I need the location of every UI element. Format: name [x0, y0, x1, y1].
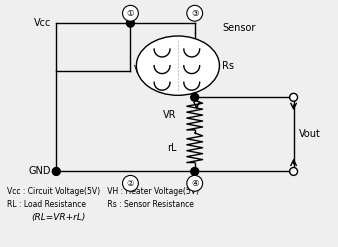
- Circle shape: [52, 167, 60, 175]
- Text: Sensor: Sensor: [222, 23, 256, 33]
- Text: ②: ②: [127, 179, 134, 188]
- Text: ④: ④: [191, 179, 198, 188]
- Text: (RL=VR+rL): (RL=VR+rL): [31, 213, 86, 222]
- Text: GND: GND: [29, 166, 51, 176]
- Text: ③: ③: [191, 9, 198, 18]
- Circle shape: [126, 19, 135, 27]
- Circle shape: [123, 5, 138, 21]
- Circle shape: [123, 175, 138, 191]
- Text: ①: ①: [127, 9, 134, 18]
- Text: RL : Load Resistance         Rs : Sensor Resistance: RL : Load Resistance Rs : Sensor Resista…: [7, 200, 194, 209]
- Text: Rs: Rs: [222, 61, 234, 71]
- Circle shape: [191, 167, 199, 175]
- Text: Vcc: Vcc: [34, 18, 51, 28]
- Ellipse shape: [136, 36, 219, 95]
- Circle shape: [290, 167, 297, 175]
- Text: VR: VR: [163, 110, 177, 120]
- Text: VH: VH: [134, 65, 148, 75]
- Text: Vcc : Circuit Voltage(5V)   VH : Heater Voltage(5V): Vcc : Circuit Voltage(5V) VH : Heater Vo…: [7, 187, 199, 196]
- Circle shape: [290, 93, 297, 101]
- Circle shape: [187, 5, 202, 21]
- Circle shape: [187, 175, 202, 191]
- Text: rL: rL: [167, 143, 177, 153]
- Circle shape: [191, 93, 199, 101]
- Text: Vout: Vout: [298, 129, 320, 139]
